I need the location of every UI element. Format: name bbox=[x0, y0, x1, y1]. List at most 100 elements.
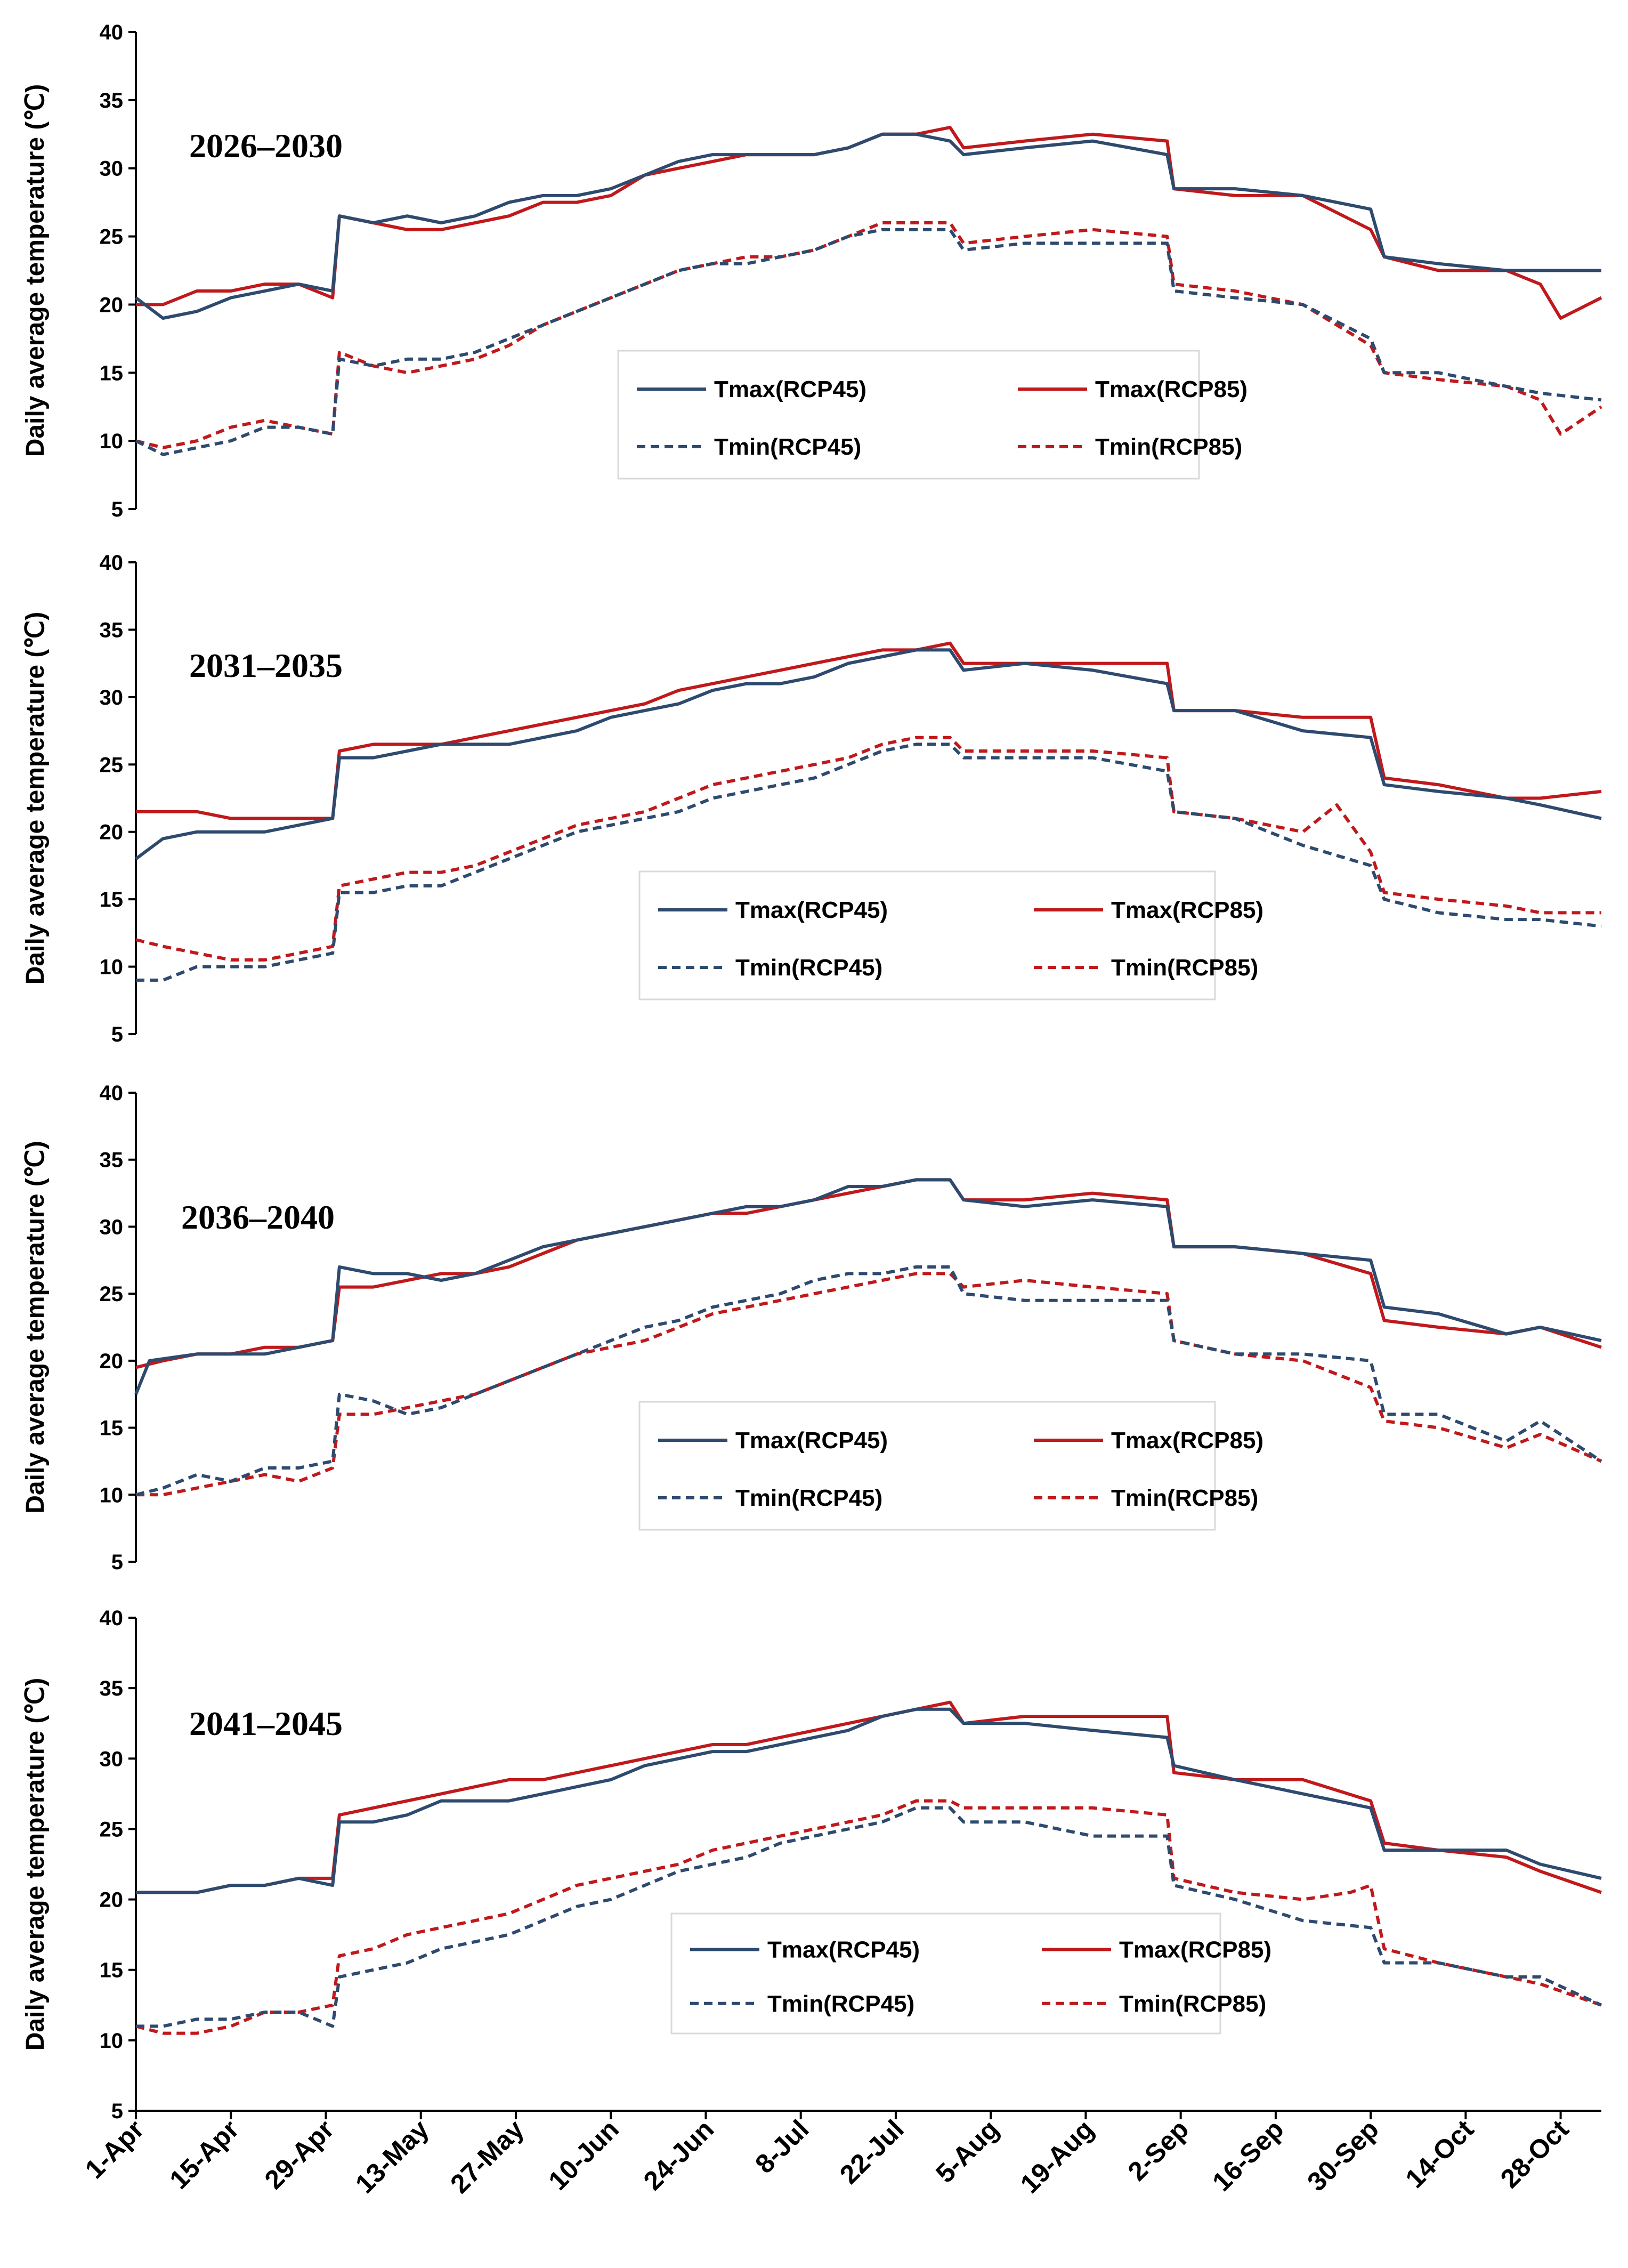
x-tick-label: 15-Apr bbox=[164, 2114, 245, 2195]
x-tick-label: 8-Jul bbox=[749, 2114, 814, 2179]
legend-box bbox=[617, 350, 1200, 480]
y-axis-label: Daily average temperature (℃) bbox=[21, 1678, 50, 2051]
legend-label: Tmin(RCP45) bbox=[735, 1485, 882, 1511]
x-tick-label: 10-Jun bbox=[542, 2114, 625, 2196]
series-line-tmin-rcp85 bbox=[135, 736, 1601, 962]
legend-label: Tmin(RCP85) bbox=[1119, 1991, 1266, 2017]
x-tick-label: 14-Oct bbox=[1400, 2114, 1480, 2194]
y-tick-label: 15 bbox=[100, 1959, 124, 1982]
y-tick-label: 30 bbox=[100, 157, 124, 181]
series-line-tmax-rcp85 bbox=[136, 641, 1602, 820]
x-tick-label: 29-Apr bbox=[259, 2114, 340, 2195]
legend-label: Tmax(RCP45) bbox=[735, 1427, 888, 1454]
chart-panel-3: 5 10 15 20 25 30 35 40 Daily average temperature… bbox=[21, 1081, 1602, 1574]
series-line-tmax-rcp45 bbox=[135, 648, 1602, 860]
legend-box bbox=[638, 1401, 1216, 1531]
y-tick-label: 40 bbox=[100, 21, 124, 44]
x-tick-label: 16-Sep bbox=[1206, 2114, 1290, 2197]
y-tick-label: 30 bbox=[100, 1215, 124, 1239]
x-tick-label: 27-May bbox=[444, 2114, 530, 2199]
period-title: 2041–2045 bbox=[189, 1705, 343, 1742]
x-tick-label: 1-Apr bbox=[79, 2114, 150, 2184]
y-tick-label: 25 bbox=[100, 1282, 124, 1306]
x-tick-label: 5-Aug bbox=[930, 2114, 1005, 2189]
y-tick-label: 20 bbox=[100, 293, 124, 317]
chart-panel-2: 5 10 15 20 25 30 35 40 Daily average temperature… bbox=[21, 551, 1602, 1046]
legend: Tmax(RCP45) Tmax(RCP85) Tmin(RCP45) Tmin(RC… bbox=[638, 1401, 1263, 1531]
y-tick-label: 15 bbox=[100, 1417, 124, 1440]
y-tick-label: 5 bbox=[111, 1023, 123, 1046]
y-tick-label: 5 bbox=[111, 1551, 123, 1574]
series-line-tmax-rcp85 bbox=[136, 126, 1602, 320]
x-tick-label: 24-Jun bbox=[638, 2114, 720, 2196]
legend-box bbox=[638, 870, 1216, 1000]
period-title: 2036–2040 bbox=[181, 1198, 335, 1236]
y-tick-label: 30 bbox=[100, 686, 124, 709]
legend-label: Tmax(RCP85) bbox=[1111, 1427, 1263, 1454]
legend-label: Tmin(RCP85) bbox=[1111, 955, 1258, 981]
y-tick-label: 10 bbox=[100, 1483, 124, 1507]
y-tick-label: 10 bbox=[100, 956, 124, 979]
legend-label: Tmax(RCP85) bbox=[1111, 897, 1263, 923]
y-axis-label: Daily average temperature (℃) bbox=[21, 84, 50, 457]
legend-label: Tmin(RCP85) bbox=[1111, 1485, 1258, 1511]
series-line-tmax-rcp85 bbox=[135, 1178, 1602, 1369]
series-line-tmin-rcp85 bbox=[136, 1272, 1602, 1497]
y-axis-label: Daily average temperature (℃) bbox=[21, 1141, 50, 1514]
x-tick-label: 13-May bbox=[350, 2114, 435, 2199]
y-tick-label: 35 bbox=[100, 618, 124, 642]
y-tick-label: 35 bbox=[100, 1149, 124, 1172]
y-tick-label: 10 bbox=[100, 430, 124, 453]
legend-label: Tmin(RCP45) bbox=[714, 434, 861, 460]
period-title: 2031–2035 bbox=[189, 647, 343, 684]
y-tick-label: 10 bbox=[100, 2029, 124, 2053]
series-line-tmax-rcp45 bbox=[135, 132, 1601, 320]
y-tick-label: 20 bbox=[100, 821, 124, 844]
series-line-tmin-rcp45 bbox=[136, 742, 1602, 982]
legend-label: Tmax(RCP45) bbox=[735, 897, 888, 923]
y-tick-label: 15 bbox=[100, 888, 124, 911]
series-line-tmax-rcp85 bbox=[136, 1700, 1602, 1894]
period-title: 2026–2030 bbox=[189, 127, 343, 165]
legend-label: Tmax(RCP85) bbox=[1119, 1937, 1271, 1963]
series-line-tmin-rcp85 bbox=[135, 1799, 1602, 2035]
legend-label: Tmax(RCP45) bbox=[714, 376, 866, 402]
series-line-tmin-rcp85 bbox=[135, 221, 1602, 449]
series-line-tmin-rcp45 bbox=[135, 1265, 1602, 1497]
y-tick-label: 15 bbox=[100, 361, 124, 385]
legend-label: Tmin(RCP85) bbox=[1095, 434, 1242, 460]
x-tick-label: 2-Sep bbox=[1122, 2114, 1195, 2186]
legend-label: Tmax(RCP85) bbox=[1095, 376, 1248, 402]
x-tick-label: 22-Jul bbox=[834, 2114, 910, 2190]
series-line-tmax-rcp45 bbox=[134, 1178, 1602, 1395]
series-line-tmax-rcp45 bbox=[136, 1707, 1602, 1894]
legend-label: Tmin(RCP45) bbox=[735, 955, 882, 981]
y-axis-label: Daily average temperature (℃) bbox=[21, 612, 50, 985]
y-tick-label: 40 bbox=[100, 1081, 124, 1105]
y-tick-label: 25 bbox=[100, 753, 124, 777]
legend-label: Tmin(RCP45) bbox=[767, 1991, 914, 2017]
y-tick-label: 20 bbox=[100, 1888, 124, 1912]
y-tick-label: 5 bbox=[111, 498, 123, 521]
legend: Tmax(RCP45) Tmax(RCP85) Tmin(RCP45) Tmin(RC… bbox=[617, 350, 1248, 480]
legend: Tmax(RCP45) Tmax(RCP85) Tmin(RCP45) Tmin(RC… bbox=[638, 870, 1263, 1000]
y-tick-label: 20 bbox=[100, 1350, 124, 1373]
y-tick-label: 25 bbox=[100, 1818, 124, 1841]
legend: Tmax(RCP45) Tmax(RCP85) Tmin(RCP45) Tmin(RC… bbox=[670, 1912, 1271, 2035]
y-tick-label: 30 bbox=[100, 1747, 124, 1771]
chart-panel-4: 5 10 15 20 25 30 35 40 Daily average temperature… bbox=[21, 1607, 1602, 2199]
legend-box bbox=[670, 1912, 1221, 2035]
x-tick-label: 28-Oct bbox=[1495, 2114, 1575, 2194]
y-tick-label: 25 bbox=[100, 225, 124, 249]
y-tick-label: 35 bbox=[100, 1677, 124, 1700]
y-tick-label: 5 bbox=[111, 2100, 123, 2123]
legend-label: Tmax(RCP45) bbox=[767, 1937, 920, 1963]
x-tick-label: 19-Aug bbox=[1015, 2114, 1099, 2199]
series-line-tmin-rcp45 bbox=[135, 228, 1602, 456]
y-tick-label: 40 bbox=[100, 551, 124, 575]
y-tick-label: 40 bbox=[100, 1607, 124, 1630]
y-tick-label: 35 bbox=[100, 89, 124, 112]
x-tick-label: 30-Sep bbox=[1301, 2114, 1384, 2197]
chart-panel-1: 5 10 15 20 25 30 35 40 Daily average temperature… bbox=[21, 21, 1602, 521]
